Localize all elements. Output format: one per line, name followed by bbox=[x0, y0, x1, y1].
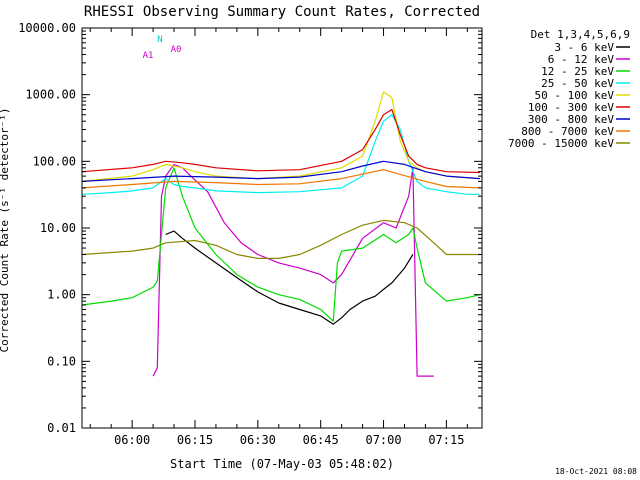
x-tick-label: 06:00 bbox=[114, 433, 150, 447]
legend-label: 7000 - 15000 keV bbox=[508, 137, 614, 150]
legend-label: 800 - 7000 keV bbox=[521, 125, 614, 138]
timestamp: 18-Oct-2021 08:08 bbox=[555, 467, 637, 476]
y-tick-label: 0.10 bbox=[47, 354, 76, 368]
series-line bbox=[81, 219, 480, 259]
chart-title: RHESSI Observing Summary Count Rates, Co… bbox=[84, 4, 480, 20]
legend-label: 100 - 300 keV bbox=[528, 101, 614, 114]
night-label: N bbox=[157, 35, 162, 45]
attenuator-label: A0 bbox=[171, 45, 182, 55]
series-line bbox=[152, 163, 434, 377]
y-axis-label: Corrected Count Rate (s⁻¹ detector⁻¹) bbox=[0, 107, 11, 352]
x-tick-label: 07:00 bbox=[365, 433, 401, 447]
y-tick-label: 1000.00 bbox=[25, 88, 76, 102]
y-tick-label: 10.00 bbox=[40, 221, 76, 235]
y-tick-label: 1.00 bbox=[47, 288, 76, 302]
x-axis-label: Start Time (07-May-03 05:48:02) bbox=[170, 457, 394, 471]
legend-label: 3 - 6 keV bbox=[554, 41, 614, 54]
series-line bbox=[165, 230, 414, 325]
y-axis: 0.01 0.10 1.00 10.00 100.00 1000.00 10000.00 bbox=[18, 21, 482, 435]
legend-label: 50 - 100 keV bbox=[535, 89, 615, 102]
x-tick-label: 06:45 bbox=[303, 433, 339, 447]
x-tick-label: 06:30 bbox=[240, 433, 276, 447]
y-tick-label: 0.01 bbox=[47, 421, 76, 435]
attenuator-label: A1 bbox=[143, 51, 154, 61]
x-axis: 06:00 06:15 06:30 06:45 07:00 07:15 bbox=[89, 28, 468, 447]
series-line bbox=[81, 114, 480, 195]
series-line bbox=[81, 160, 480, 182]
legend-title: Det 1,3,4,5,6,9 bbox=[531, 28, 630, 41]
x-tick-label: 07:15 bbox=[428, 433, 464, 447]
y-tick-label: 10000.00 bbox=[18, 21, 76, 35]
series-line bbox=[81, 167, 481, 322]
y-tick-label: 100.00 bbox=[33, 154, 76, 168]
series-line bbox=[81, 169, 480, 189]
x-tick-label: 06:15 bbox=[177, 433, 213, 447]
legend-label: 25 - 50 keV bbox=[541, 77, 614, 90]
legend-label: 300 - 800 keV bbox=[528, 113, 614, 126]
series-line bbox=[81, 108, 480, 174]
legend-label: 6 - 12 keV bbox=[548, 53, 615, 66]
legend-label: 12 - 25 keV bbox=[541, 65, 614, 78]
series-line bbox=[81, 91, 480, 182]
plot-area: A1 A0 N bbox=[81, 35, 481, 377]
